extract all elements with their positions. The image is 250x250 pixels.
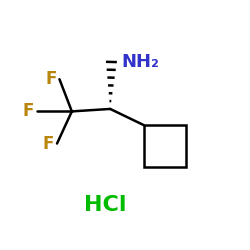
Text: HCl: HCl bbox=[84, 195, 126, 215]
Text: F: F bbox=[45, 70, 56, 88]
Text: F: F bbox=[23, 102, 34, 120]
Text: NH₂: NH₂ bbox=[121, 53, 159, 71]
Text: F: F bbox=[43, 134, 54, 152]
